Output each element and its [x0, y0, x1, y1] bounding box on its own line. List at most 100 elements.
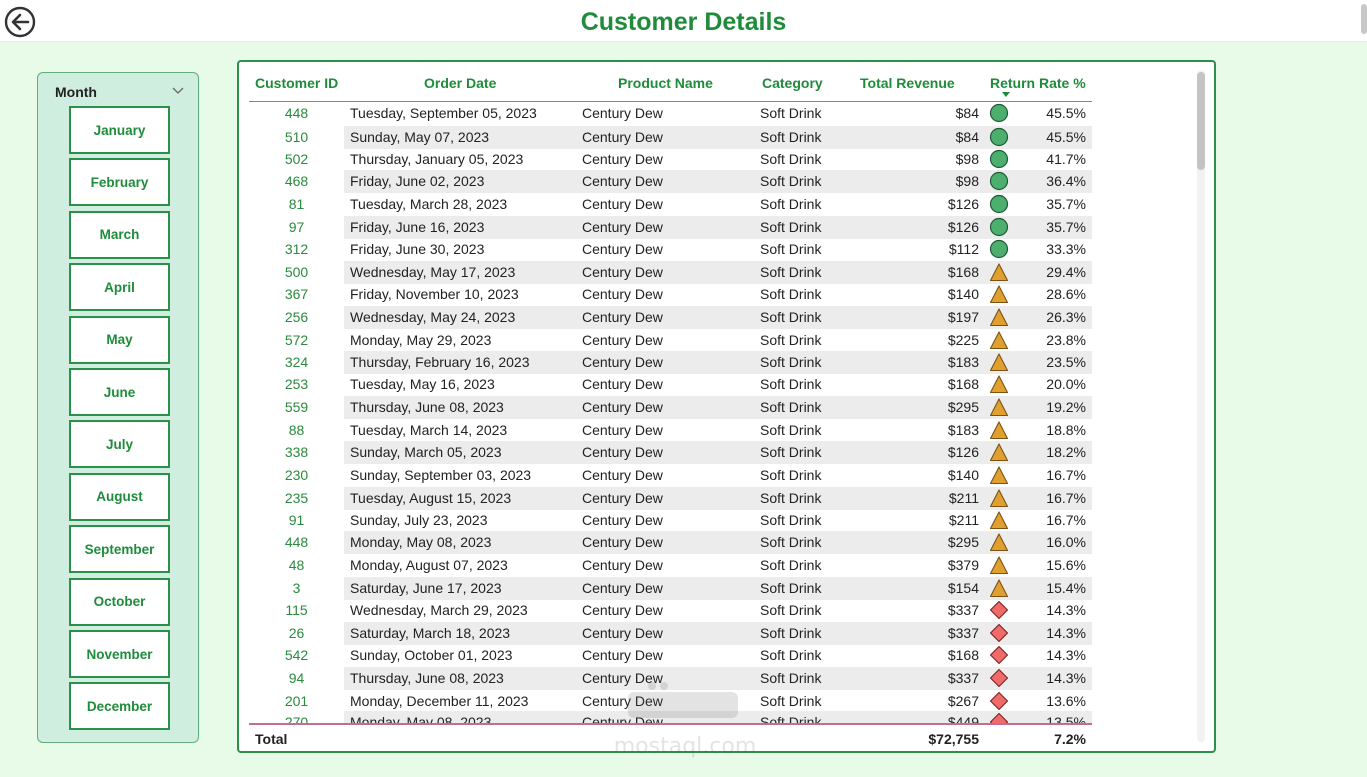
- month-button-july[interactable]: July: [69, 420, 170, 469]
- table-row[interactable]: 97 Friday, June 16, 2023 Century Dew Soft D…: [249, 216, 1092, 239]
- table-row[interactable]: 510 Sunday, May 07, 2023 Century Dew Soft D…: [249, 126, 1092, 149]
- month-button-february[interactable]: February: [69, 158, 170, 207]
- id-cell-bg: [249, 711, 344, 724]
- total-revenue-cell: $211: [948, 512, 979, 528]
- month-button-may[interactable]: May: [69, 315, 170, 364]
- column-header-product-name[interactable]: Product Name: [618, 75, 713, 91]
- column-header-customer-id[interactable]: Customer ID: [255, 75, 339, 91]
- table-row[interactable]: 324 Thursday, February 16, 2023 Century De…: [249, 351, 1092, 374]
- product-name-cell: Century Dew: [582, 151, 663, 167]
- table-row[interactable]: 81 Tuesday, March 28, 2023 Century Dew Soft…: [249, 193, 1092, 216]
- red-diamond-icon: [989, 600, 1009, 620]
- table-row[interactable]: 448 Tuesday, September 05, 2023 Century De…: [249, 102, 1092, 125]
- table-row[interactable]: 48 Monday, August 07, 2023 Century Dew Soft…: [249, 554, 1092, 577]
- id-cell-bg: [249, 193, 344, 216]
- month-button-april[interactable]: April: [69, 263, 170, 312]
- table-row[interactable]: 312 Friday, June 30, 2023 Century Dew Soft …: [249, 238, 1092, 261]
- page-scrollbar[interactable]: [1361, 4, 1367, 34]
- category-cell: Soft Drink: [760, 534, 822, 550]
- order-date-cell: Tuesday, May 16, 2023: [350, 376, 495, 392]
- month-button-october[interactable]: October: [69, 577, 170, 626]
- customer-id-cell: 270: [284, 714, 309, 724]
- return-rate-cell: 23.5%: [1046, 354, 1086, 370]
- month-button-september[interactable]: September: [69, 525, 170, 574]
- customer-id-cell: 367: [284, 286, 309, 302]
- product-name-cell: Century Dew: [582, 376, 663, 392]
- order-date-cell: Tuesday, August 15, 2023: [350, 490, 512, 506]
- return-rate-cell: 35.7%: [1046, 219, 1086, 235]
- return-rate-cell: 45.5%: [1046, 129, 1086, 145]
- category-cell: Soft Drink: [760, 467, 822, 483]
- table-row[interactable]: 91 Sunday, July 23, 2023 Century Dew Soft D…: [249, 509, 1092, 532]
- table-total-row: Total $72,755 7.2%: [249, 723, 1092, 751]
- return-rate-cell: 14.3%: [1046, 647, 1086, 663]
- month-button-march[interactable]: March: [69, 210, 170, 259]
- table-row[interactable]: 500 Wednesday, May 17, 2023 Century Dew Sof…: [249, 261, 1092, 284]
- return-rate-cell: 16.7%: [1046, 467, 1086, 483]
- table-row[interactable]: 256 Wednesday, May 24, 2023 Century Dew Sof…: [249, 306, 1092, 329]
- month-button-january[interactable]: January: [69, 106, 170, 154]
- table-row[interactable]: 3 Saturday, June 17, 2023 Century Dew Soft …: [249, 577, 1092, 600]
- product-name-cell: Century Dew: [582, 354, 663, 370]
- table-row[interactable]: 338 Sunday, March 05, 2023 Century Dew Soft…: [249, 441, 1092, 464]
- customer-id-cell: 91: [288, 512, 305, 528]
- table-row[interactable]: 94 Thursday, June 08, 2023 Century Dew Soft…: [249, 667, 1092, 690]
- return-rate-cell: 28.6%: [1046, 286, 1086, 302]
- total-revenue: $72,755: [928, 731, 979, 747]
- table-row[interactable]: 235 Tuesday, August 15, 2023 Century Dew So…: [249, 487, 1092, 510]
- customer-id-cell: 48: [288, 557, 305, 573]
- table-row[interactable]: 230 Sunday, September 03, 2023 Century Dew…: [249, 464, 1092, 487]
- product-name-cell: Century Dew: [582, 309, 663, 325]
- red-diamond-icon: [989, 668, 1009, 688]
- back-arrow-icon[interactable]: [4, 6, 36, 38]
- product-name-cell: Century Dew: [582, 557, 663, 573]
- table-row[interactable]: 88 Tuesday, March 14, 2023 Century Dew Soft…: [249, 419, 1092, 442]
- return-rate-cell: 13.5%: [1046, 714, 1086, 724]
- table-row[interactable]: 542 Sunday, October 01, 2023 Century Dew So…: [249, 644, 1092, 667]
- table-row[interactable]: 26 Saturday, March 18, 2023 Century Dew Sof…: [249, 622, 1092, 645]
- return-rate-cell: 36.4%: [1046, 173, 1086, 189]
- customer-id-cell: 230: [284, 467, 309, 483]
- id-cell-bg: [249, 554, 344, 577]
- table-scrollbar-thumb[interactable]: [1197, 72, 1205, 170]
- table-row[interactable]: 115 Wednesday, March 29, 2023 Century Dew S…: [249, 599, 1092, 622]
- category-cell: Soft Drink: [760, 151, 822, 167]
- return-rate-cell: 33.3%: [1046, 241, 1086, 257]
- table-row[interactable]: 502 Thursday, January 05, 2023 Century Dew…: [249, 148, 1092, 171]
- id-cell-bg: [249, 622, 344, 645]
- table-row[interactable]: 572 Monday, May 29, 2023 Century Dew Soft D…: [249, 329, 1092, 352]
- month-button-june[interactable]: June: [69, 368, 170, 416]
- return-rate-cell: 26.3%: [1046, 309, 1086, 325]
- order-date-cell: Sunday, May 07, 2023: [350, 129, 490, 145]
- table-scrollbar-track[interactable]: [1197, 70, 1205, 742]
- month-button-august[interactable]: August: [69, 472, 170, 521]
- product-name-cell: Century Dew: [582, 444, 663, 460]
- green-circle-icon: [989, 217, 1009, 237]
- total-revenue-cell: $126: [947, 196, 979, 212]
- column-header-category[interactable]: Category: [762, 75, 823, 91]
- product-name-cell: Century Dew: [582, 173, 663, 189]
- customer-id-cell: 115: [285, 602, 308, 618]
- category-cell: Soft Drink: [760, 241, 822, 257]
- table-row[interactable]: 253 Tuesday, May 16, 2023 Century Dew Soft …: [249, 373, 1092, 396]
- product-name-cell: Century Dew: [582, 714, 663, 724]
- month-button-november[interactable]: November: [69, 630, 170, 678]
- order-date-cell: Wednesday, May 17, 2023: [350, 264, 516, 280]
- order-date-cell: Monday, May 08, 2023: [350, 714, 492, 724]
- product-name-cell: Century Dew: [582, 693, 663, 709]
- column-header-total-revenue[interactable]: Total Revenue: [860, 75, 955, 91]
- column-header-order-date[interactable]: Order Date: [424, 75, 497, 91]
- month-button-december[interactable]: December: [69, 682, 170, 731]
- product-name-cell: Century Dew: [582, 219, 663, 235]
- table-row[interactable]: 448 Monday, May 08, 2023 Century Dew Soft D…: [249, 531, 1092, 554]
- column-header-return-rate[interactable]: Return Rate %: [990, 75, 1086, 91]
- orange-triangle-icon: [989, 421, 1009, 440]
- table-row[interactable]: 201 Monday, December 11, 2023 Century Dew S…: [249, 690, 1092, 713]
- table-row[interactable]: 468 Friday, June 02, 2023 Century Dew Soft …: [249, 170, 1092, 193]
- id-cell-bg: [249, 599, 344, 622]
- orange-triangle-icon: [989, 466, 1009, 485]
- table-row[interactable]: 559 Thursday, June 08, 2023 Century Dew Sof…: [249, 396, 1092, 419]
- table-row[interactable]: 367 Friday, November 10, 2023 Century Dew S…: [249, 283, 1092, 306]
- chevron-down-icon[interactable]: [171, 83, 185, 97]
- table-row[interactable]: 270 Monday, May 08, 2023 Century Dew Soft D…: [249, 711, 1092, 724]
